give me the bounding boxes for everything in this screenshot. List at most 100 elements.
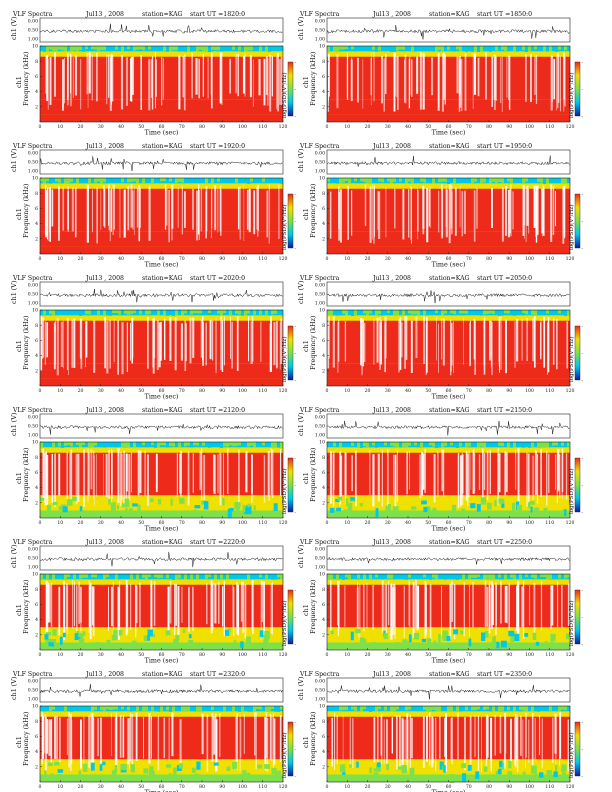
spectrogram-low-patch bbox=[530, 765, 537, 774]
spectrogram-streak bbox=[332, 316, 335, 368]
spectrogram-streak bbox=[191, 52, 193, 99]
spectrogram-topband-cell bbox=[124, 310, 127, 314]
spectrogram-topband-cell bbox=[399, 178, 402, 182]
spectrogram-topband-cell bbox=[118, 178, 121, 183]
spectrogram-streak bbox=[135, 712, 138, 761]
spectrogram-streak bbox=[498, 453, 501, 493]
panel-station: station=KAG bbox=[429, 407, 470, 414]
spectrogram-topband-cell bbox=[411, 706, 414, 711]
spectrogram-topband-cell bbox=[115, 310, 118, 314]
spectrogram-streak bbox=[236, 316, 239, 371]
spectrogram-topband-cell bbox=[438, 574, 441, 579]
spectrogram-streak bbox=[516, 319, 519, 362]
spectrogram-topband-cell bbox=[145, 442, 148, 448]
spectrogram-streak bbox=[171, 712, 174, 757]
spectrogram-topband-cell bbox=[399, 46, 402, 50]
spectrogram-streak bbox=[80, 58, 82, 110]
spectrogram-topband-cell bbox=[336, 442, 339, 448]
spectrogram-topband-cell bbox=[501, 178, 504, 184]
spectrogram-streak bbox=[92, 586, 95, 637]
waveform-trace bbox=[39, 156, 283, 171]
spectrogram-topband-cell bbox=[241, 46, 244, 52]
spectrogram-streak bbox=[108, 450, 110, 502]
spectrogram-topband-cell bbox=[516, 574, 519, 579]
spectrogram-topband-cell bbox=[238, 706, 241, 712]
spectrogram-topband-cell bbox=[202, 442, 205, 446]
waveform-tick-label: 0.00 bbox=[28, 415, 38, 421]
spectrogram-streak bbox=[441, 449, 444, 492]
spectrogram-streak bbox=[560, 585, 563, 629]
spectrogram-topband-cell bbox=[378, 178, 381, 182]
spectrogram-streak bbox=[65, 583, 69, 630]
spectrogram-low-patch bbox=[247, 503, 251, 508]
spectrogram-topband-cell bbox=[363, 178, 366, 183]
spectrogram-ytick-label: 2 bbox=[322, 236, 325, 242]
spectrogram-ylabel: Frequency (kHz) bbox=[22, 52, 30, 106]
spectrogram-low-patch bbox=[535, 641, 540, 646]
spectrogram-topband-cell bbox=[480, 574, 483, 580]
spectrogram-topband-cell bbox=[462, 442, 465, 447]
spectrogram-low-patch bbox=[62, 506, 68, 513]
spectrogram-streak bbox=[127, 186, 130, 231]
spectrogram-streak bbox=[327, 321, 330, 369]
spectrogram-streak bbox=[63, 320, 64, 369]
spectrogram-streak bbox=[483, 452, 486, 491]
spectrogram-streak bbox=[397, 56, 399, 110]
spectrogram-topband-cell bbox=[507, 46, 510, 50]
spectrogram-topband-cell bbox=[220, 46, 223, 52]
spectrogram-topband-cell bbox=[238, 574, 241, 579]
spectrogram-streak bbox=[423, 186, 425, 235]
spectrogram-topband-cell bbox=[564, 310, 567, 316]
spectrogram-streak bbox=[45, 190, 48, 238]
spectrogram-topband-cell bbox=[136, 46, 139, 50]
waveform-frame bbox=[326, 545, 571, 571]
spectrogram-low-patch bbox=[350, 497, 355, 501]
spectrogram-ytick-label: 2 bbox=[35, 104, 38, 110]
spectrogram-topband-cell bbox=[387, 178, 390, 182]
spectrogram-topband-cell bbox=[163, 310, 166, 316]
spectrogram-topband-cell bbox=[390, 706, 393, 712]
spectrogram-topband-cell bbox=[546, 706, 549, 711]
spectrogram-topband-cell bbox=[450, 178, 453, 182]
spectrogram-band bbox=[40, 495, 283, 511]
spectrogram-band bbox=[327, 510, 570, 518]
spectrogram-topband-cell bbox=[537, 574, 540, 579]
spectrogram-ylabel-channel: ch1 bbox=[302, 472, 310, 484]
spectrogram-streak bbox=[263, 455, 266, 503]
spectrogram-topband-cell bbox=[369, 310, 372, 314]
spectrogram-streak bbox=[269, 54, 272, 112]
spectrogram-topband-cell bbox=[250, 442, 253, 446]
spectrogram-ylabel-channel: ch1 bbox=[15, 736, 23, 748]
spectrogram-topband-cell bbox=[543, 574, 546, 578]
spectrogram-topband-cell bbox=[148, 574, 151, 578]
spectrogram-ytick-label: 10 bbox=[319, 440, 325, 446]
spectrogram-topband-cell bbox=[354, 574, 357, 579]
spectrogram-topband-cell bbox=[61, 310, 64, 315]
spectrogram-streak bbox=[538, 714, 541, 756]
spectrogram-streak bbox=[491, 581, 493, 630]
spectrogram-streak bbox=[269, 713, 272, 760]
panel-date: Jul13 , 2008 bbox=[372, 275, 411, 282]
spectrogram-streak bbox=[53, 322, 56, 370]
spectrogram-topband-cell bbox=[384, 310, 387, 314]
waveform-tick-label: 1.00 bbox=[315, 169, 325, 175]
spectrogram-xtick-label: 50 bbox=[138, 784, 144, 790]
spectrogram-topband-cell bbox=[444, 706, 447, 711]
spectrogram-low-patch bbox=[90, 762, 95, 771]
spectrogram-band bbox=[40, 642, 283, 650]
spectrogram-streak bbox=[43, 452, 46, 503]
spectrogram-streak bbox=[520, 715, 522, 756]
spectrogram-topband-cell bbox=[429, 706, 432, 711]
spectrogram-topband-cell bbox=[235, 574, 238, 578]
spectrogram-low-patch bbox=[201, 500, 206, 505]
colorbar-tick-label: - bbox=[295, 379, 297, 384]
panel-date: Jul13 , 2008 bbox=[85, 539, 124, 546]
spectrogram-topband-cell bbox=[438, 178, 441, 183]
spectrogram-topband-cell bbox=[133, 46, 136, 51]
spectrogram-streak bbox=[232, 584, 234, 628]
spectrogram-low-patch bbox=[253, 505, 256, 511]
waveform-tick-label: 1.00 bbox=[28, 301, 38, 307]
spectrogram-topband-cell bbox=[127, 310, 130, 315]
spectrogram-topband-cell bbox=[354, 706, 357, 711]
spectrogram-ytick-label: 4 bbox=[35, 617, 38, 623]
